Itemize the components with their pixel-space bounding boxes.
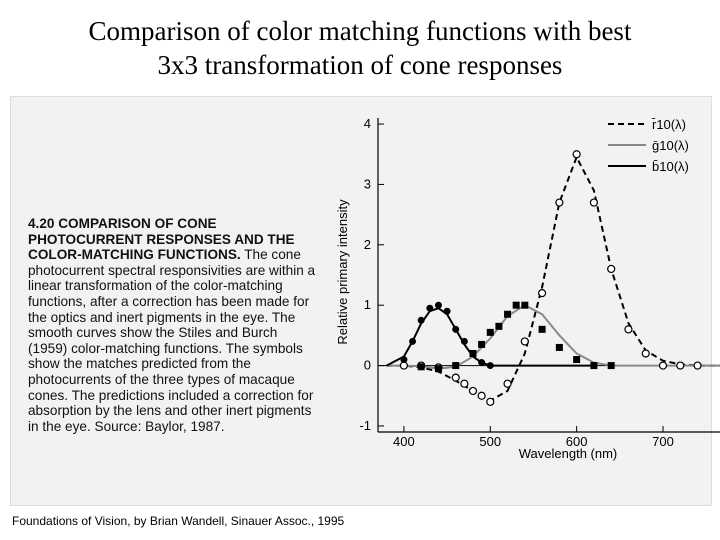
caption-heading: 4.20 COMPARISON OF CONE PHOTOCURRENT RES… [28, 216, 295, 263]
series-1-point [520, 337, 529, 346]
figure-caption: 4.20 COMPARISON OF CONE PHOTOCURRENT RES… [28, 216, 318, 434]
series-2-point [590, 362, 598, 370]
series-1-point [399, 361, 409, 370]
series-3-point [434, 301, 442, 309]
series-3-point [452, 325, 460, 333]
series-3-point [400, 356, 408, 364]
series-2-point [512, 301, 520, 309]
series-2-point [486, 328, 494, 336]
series-line-1 [386, 154, 720, 402]
slide-title: Comparison of color matching functions w… [0, 14, 720, 82]
series-3-point [443, 307, 451, 315]
series-2-point [538, 325, 546, 333]
y-axis-label: Relative primary intensity [335, 199, 350, 345]
series-1-point [451, 373, 460, 382]
x-tick-label: 600 [566, 434, 588, 449]
y-tick-label: 2 [364, 237, 371, 252]
series-line-2 [386, 304, 720, 370]
series-2-point [573, 356, 581, 364]
series-2-point [478, 340, 486, 348]
series-3-point [478, 359, 486, 367]
footer-credit: Foundations of Vision, by Brian Wandell,… [12, 514, 345, 528]
y-tick-label: 3 [364, 176, 371, 191]
series-2-point [417, 363, 425, 371]
x-tick-label: 700 [652, 434, 674, 449]
series-1-point [658, 361, 668, 370]
series-1-point [607, 264, 616, 274]
x-tick-label: 500 [479, 434, 501, 449]
series-1-point [555, 198, 564, 207]
series-1-point [477, 391, 486, 400]
series-1-point [641, 349, 650, 358]
y-tick-label: 0 [364, 358, 371, 373]
series-1-point [468, 386, 478, 396]
series-3-point [409, 337, 417, 345]
series-3-point [460, 337, 468, 345]
legend-label-3: b̄10(λ) [652, 159, 689, 174]
series-2-point [434, 365, 442, 373]
series-1-point [676, 361, 685, 370]
title-line-1: Comparison of color matching functions w… [88, 16, 632, 46]
series-3-point [426, 304, 434, 312]
series-3-point [417, 316, 425, 324]
series-2-point [607, 362, 615, 370]
series-1-point [572, 150, 581, 159]
series-1-point [624, 325, 633, 334]
series-2-point [555, 343, 563, 351]
x-axis-label: Wavelength (nm) [519, 446, 618, 461]
series-2-point [521, 301, 529, 309]
y-tick-label: 1 [364, 297, 371, 312]
y-tick-label: 4 [364, 116, 371, 131]
series-1-point [537, 289, 547, 298]
series-1-point [503, 379, 512, 388]
caption-body: The cone photocurrent spectral responsiv… [28, 247, 316, 434]
series-2-point [504, 310, 512, 318]
series-2-point [495, 322, 503, 330]
series-1-point [460, 379, 469, 388]
legend-label-1: r̄10(λ) [652, 117, 686, 132]
series-1-point [589, 198, 599, 207]
series-2-point [452, 362, 460, 370]
series-1-point [486, 397, 495, 406]
series-3-point [469, 350, 477, 357]
series-3-point [486, 362, 494, 370]
x-tick-label: 400 [393, 434, 415, 449]
y-tick-label: -1 [359, 418, 371, 433]
chart-legend: r̄10(λ) ḡ10(λ) b̄10(λ) [608, 117, 689, 174]
scanned-figure-background [10, 96, 712, 506]
series-1-point [693, 361, 702, 370]
chart-markers [399, 150, 702, 406]
title-line-2: 3x3 transformation of cone responses [157, 50, 563, 80]
legend-label-2: ḡ10(λ) [652, 138, 689, 153]
